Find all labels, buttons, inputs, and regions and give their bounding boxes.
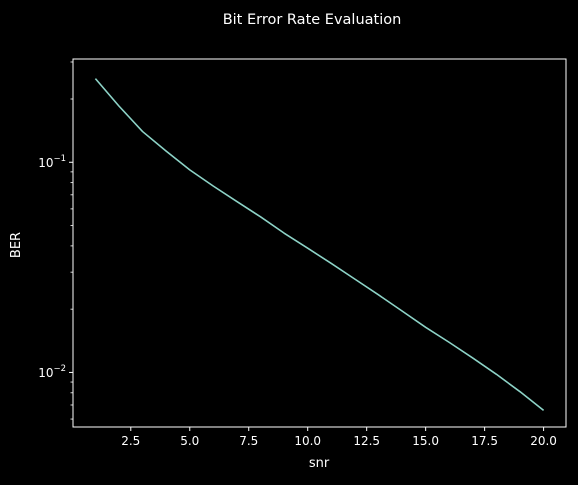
plot-area: 2.5 5.0 7.5 10.0 12.5 15.0 17.5 20.0 10−2 10−1 — [38, 58, 567, 448]
chart-title: Bit Error Rate Evaluation — [223, 12, 402, 28]
y-axis-label: BER — [9, 232, 24, 258]
y-tick-label: 10−2 — [38, 364, 66, 380]
axes-frame — [72, 58, 567, 428]
x-axis-label: snr — [309, 456, 330, 471]
x-tick-label: 2.5 — [121, 434, 140, 448]
x-tick-label: 12.5 — [353, 434, 380, 448]
x-tick-label: 15.0 — [412, 434, 439, 448]
x-tick-label: 7.5 — [239, 434, 258, 448]
y-tick-label: 10−1 — [38, 154, 66, 170]
x-tick-label: 20.0 — [530, 434, 557, 448]
series-line-0 — [94, 78, 545, 411]
x-tick-label: 5.0 — [180, 434, 199, 448]
x-tick-label: 17.5 — [471, 434, 498, 448]
x-tick-label: 10.0 — [294, 434, 321, 448]
